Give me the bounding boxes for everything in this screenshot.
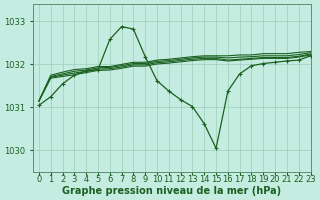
X-axis label: Graphe pression niveau de la mer (hPa): Graphe pression niveau de la mer (hPa) (62, 186, 281, 196)
